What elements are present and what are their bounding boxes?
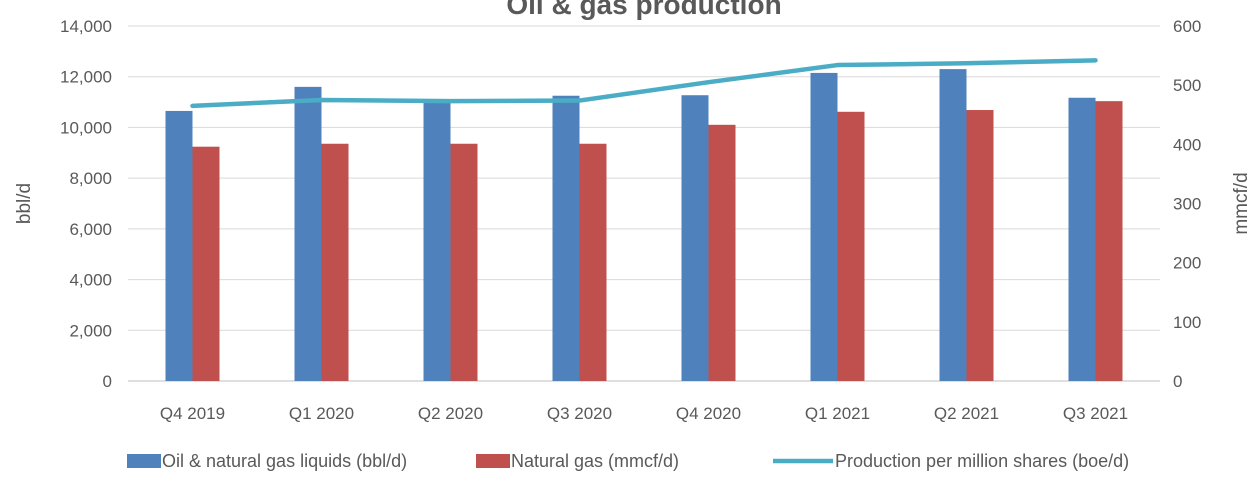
natural-gas-bar	[709, 125, 736, 381]
natural-gas-bar	[193, 147, 220, 381]
oil-ngl-bar	[166, 111, 193, 381]
chart-title: Oil & gas production	[506, 0, 781, 20]
legend-label: Natural gas (mmcf/d)	[511, 451, 679, 471]
legend-label: Oil & natural gas liquids (bbl/d)	[162, 451, 407, 471]
x-tick-label: Q2 2020	[418, 404, 483, 423]
oil-ngl-bar	[811, 73, 838, 381]
y-right-tick-label: 400	[1173, 135, 1201, 154]
y-right-tick-label: 0	[1173, 372, 1182, 391]
oil-ngl-bar	[940, 69, 967, 381]
y-left-tick-label: 0	[103, 372, 112, 391]
y-left-tick-label: 14,000	[60, 17, 112, 36]
y-left-axis-title: bbl/d	[14, 183, 35, 224]
y-left-tick-label: 2,000	[69, 321, 112, 340]
natural-gas-bar	[1096, 101, 1123, 381]
oil-ngl-bar	[682, 95, 709, 381]
y-left-tick-label: 4,000	[69, 271, 112, 290]
x-tick-label: Q4 2020	[676, 404, 741, 423]
legend-label: Production per million shares (boe/d)	[835, 451, 1129, 471]
natural-gas-bar	[322, 144, 349, 381]
x-tick-label: Q4 2019	[160, 404, 225, 423]
y-left-tick-label: 8,000	[69, 169, 112, 188]
oil-ngl-bar	[424, 101, 451, 381]
natural-gas-bar	[838, 112, 865, 381]
y-left-tick-label: 10,000	[60, 118, 112, 137]
oil-ngl-bar	[1069, 98, 1096, 381]
oil-ngl-bar	[295, 87, 322, 381]
y-right-tick-label: 500	[1173, 76, 1201, 95]
y-right-tick-label: 300	[1173, 195, 1201, 214]
y-right-axis-title: mmcf/d	[1231, 172, 1252, 234]
y-right-tick-label: 600	[1173, 17, 1201, 36]
x-tick-label: Q3 2021	[1063, 404, 1128, 423]
legend-swatch	[476, 454, 510, 468]
y-right-tick-label: 200	[1173, 254, 1201, 273]
legend-swatch	[127, 454, 161, 468]
natural-gas-bar	[580, 144, 607, 381]
oil-ngl-bar	[553, 96, 580, 381]
x-tick-label: Q1 2020	[289, 404, 354, 423]
y-left-tick-label: 12,000	[60, 68, 112, 87]
y-left-tick-label: 6,000	[69, 220, 112, 239]
x-tick-label: Q3 2020	[547, 404, 612, 423]
y-right-tick-label: 100	[1173, 313, 1201, 332]
natural-gas-bar	[967, 110, 994, 381]
x-tick-label: Q1 2021	[805, 404, 870, 423]
x-tick-label: Q2 2021	[934, 404, 999, 423]
natural-gas-bar	[451, 144, 478, 381]
